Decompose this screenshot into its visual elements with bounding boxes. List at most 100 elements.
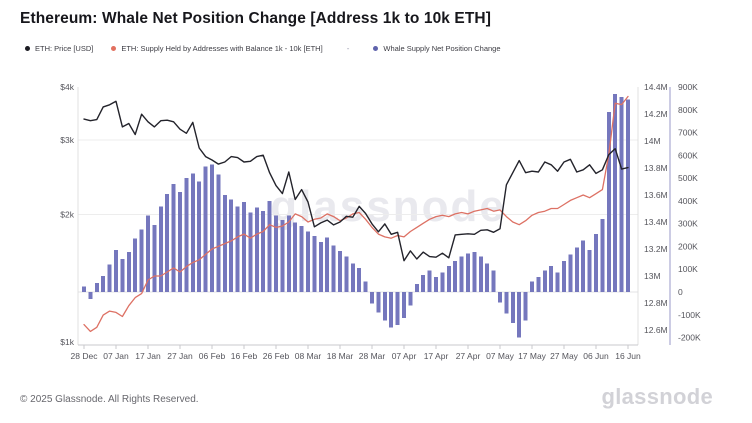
x-axis-label: 08 Mar (295, 351, 322, 361)
npc-bar (286, 215, 291, 292)
npc-bar (267, 200, 272, 292)
npc-bar (254, 207, 259, 292)
npc-bar (184, 178, 189, 292)
npc-bar (146, 215, 150, 292)
npc-bar (382, 292, 387, 321)
price-line (83, 100, 629, 262)
supply-axis-label: 13.4M (644, 217, 668, 227)
npc-bar (101, 276, 106, 292)
npc-bar (331, 245, 336, 292)
x-axis-label: 17 Apr (424, 351, 449, 361)
npc-bar (158, 206, 163, 292)
npc-bar (574, 247, 579, 292)
npc-bar (395, 292, 400, 326)
legend-dot-icon (25, 46, 30, 51)
chart-area[interactable]: glassnode $4k $3k $2k $1k 14.4M 14.2M 14M 13.8M 1… (0, 78, 752, 378)
x-axis-label: 18 Mar (327, 351, 354, 361)
npc-bar (299, 225, 304, 292)
legend-item[interactable]: Whale Supply Net Position Change (373, 44, 501, 53)
npc-bar (619, 97, 624, 292)
npc-bar (82, 286, 86, 292)
supply-axis-label: 14.4M (644, 82, 668, 92)
npc-bar (555, 272, 560, 292)
x-axis-label: 07 Jan (103, 351, 129, 361)
npc-bar (594, 233, 598, 292)
npc-axis-label: 300K (678, 219, 698, 229)
x-axis-label: 28 Dec (71, 351, 99, 361)
supply-axis-label: 13.2M (644, 244, 668, 254)
legend-separator: - (346, 44, 350, 53)
npc-bar (274, 215, 278, 292)
npc-bar (248, 212, 253, 292)
npc-bar (421, 274, 426, 292)
supply-axis-label: 13.8M (644, 163, 668, 173)
npc-bar (530, 281, 534, 292)
npc-axis-label: 400K (678, 196, 698, 206)
npc-bar (120, 258, 125, 292)
npc-bar (542, 270, 547, 292)
npc-bar (446, 265, 451, 292)
price-axis-label: $2k (60, 209, 74, 219)
npc-bar (293, 222, 298, 292)
legend-dot-icon (373, 46, 379, 51)
npc-bar (107, 264, 112, 292)
npc-bar (523, 292, 528, 321)
npc-bar (197, 181, 202, 292)
npc-axis-label: 100K (678, 264, 698, 274)
x-axis-label: 16 Jun (615, 351, 641, 361)
npc-bar (402, 292, 406, 319)
npc-bar (434, 277, 438, 292)
npc-axis-label: 0 (678, 287, 683, 297)
legend-item[interactable]: ETH: Price [USD] (25, 44, 93, 53)
x-axis-label: 07 May (486, 351, 515, 361)
legend-label: ETH: Price [USD] (35, 44, 94, 53)
npc-axis-label: 500K (678, 173, 698, 183)
legend: ETH: Price [USD] ETH: Supply Held by Addr… (25, 44, 501, 53)
npc-bar (318, 241, 323, 292)
npc-bar (453, 261, 458, 292)
npc-bar (165, 194, 170, 292)
x-axis-label: 26 Feb (263, 351, 290, 361)
npc-bar (370, 292, 374, 304)
price-axis-label: $3k (60, 135, 74, 145)
legend-label: ETH: Supply Held by Addresses with Balan… (121, 44, 323, 53)
npc-bar (408, 292, 413, 306)
npc-bar (549, 265, 554, 292)
npc-axis-label: 800K (678, 105, 698, 115)
npc-bar (338, 250, 342, 292)
npc-bar (440, 272, 445, 292)
supply-axis-label: 13.6M (644, 190, 668, 200)
npc-bar (178, 191, 182, 292)
x-axis-label: 17 Jan (135, 351, 161, 361)
npc-bar (88, 292, 93, 299)
npc-bar (216, 174, 221, 292)
npc-bar (190, 173, 195, 292)
npc-bar (472, 252, 477, 292)
npc-axis-label: -200K (678, 333, 701, 343)
supply-axis-label: 12.6M (644, 325, 668, 335)
npc-bar (261, 211, 266, 292)
watermark-text: glassnode (270, 182, 506, 231)
npc-bar (389, 292, 394, 328)
supply-axis-label: 14.2M (644, 109, 668, 119)
npc-bar (235, 206, 240, 292)
legend-label: Whale Supply Net Position Change (383, 44, 501, 53)
npc-bar (459, 256, 464, 292)
chart-svg[interactable]: glassnode $4k $3k $2k $1k 14.4M 14.2M 14M 13.8M 1… (0, 78, 752, 378)
npc-bar (126, 252, 131, 292)
copyright-text: © 2025 Glassnode. All Rights Reserved. (20, 394, 199, 405)
npc-bar (312, 236, 317, 292)
npc-bar (152, 224, 157, 292)
npc-bar (427, 270, 432, 292)
npc-bar (363, 281, 368, 292)
npc-bar (171, 183, 176, 292)
npc-bar (414, 284, 419, 292)
x-axis-label: 27 Apr (456, 351, 481, 361)
npc-axis-label: 600K (678, 150, 698, 160)
legend-item[interactable]: ETH: Supply Held by Addresses with Balan… (111, 44, 323, 53)
price-axis-label: $1k (60, 337, 74, 347)
npc-bar (491, 270, 496, 292)
npc-bar (504, 292, 509, 314)
x-axis-label: 17 May (518, 351, 547, 361)
